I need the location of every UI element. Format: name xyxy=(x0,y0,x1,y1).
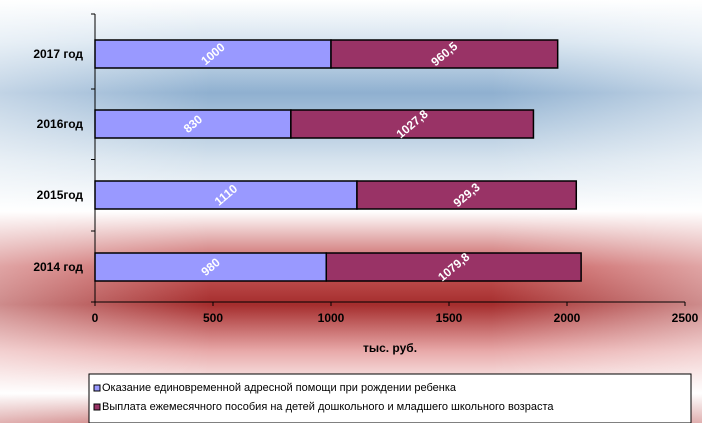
plot-area: 0 500 1000 1500 2000 2500 тыс. руб. 2017 год 201… xyxy=(33,13,699,355)
bar-segment xyxy=(94,180,358,210)
bar-segment xyxy=(356,180,578,210)
x-tick-label: 2000 xyxy=(554,311,581,325)
bar-segment xyxy=(94,39,332,69)
bar-segment xyxy=(330,39,559,69)
y-tick-label: 2015год xyxy=(37,188,84,202)
legend-entry: Выплата ежемесячного пособия на детей до… xyxy=(102,401,554,413)
legend-entry: Оказание единовременной адресной помощи … xyxy=(102,382,457,394)
legend: Оказание единовременной адресной помощи … xyxy=(88,373,692,423)
y-tick-label: 2016год xyxy=(37,117,84,131)
x-tick-label: 1000 xyxy=(318,311,345,325)
legend-box xyxy=(88,373,692,423)
x-tick-label: 1500 xyxy=(436,311,463,325)
legend-swatch xyxy=(93,384,101,392)
bar-segment xyxy=(94,252,328,282)
y-tick-label: 2017 год xyxy=(33,47,83,61)
bar-segment xyxy=(290,109,535,139)
y-tick-label: 2014 год xyxy=(33,260,83,274)
bar-segment xyxy=(325,252,582,282)
bar-segment xyxy=(94,109,292,139)
x-tick-label: 0 xyxy=(92,311,99,325)
legend-swatch xyxy=(93,403,101,411)
x-axis-title: тыс. руб. xyxy=(363,341,417,355)
x-tick-label: 500 xyxy=(203,311,223,325)
x-tick-label: 2500 xyxy=(672,311,699,325)
